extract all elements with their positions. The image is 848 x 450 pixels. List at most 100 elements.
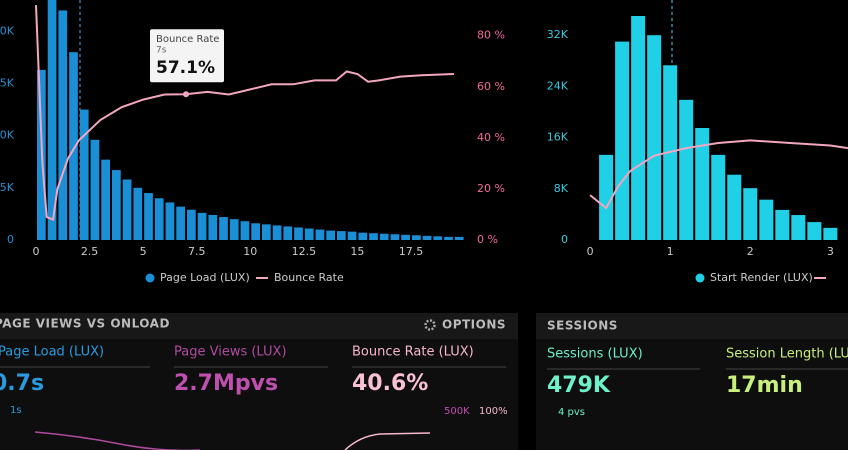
bar xyxy=(326,230,335,240)
bar xyxy=(208,214,218,240)
x-tick-label: 17.5 xyxy=(399,245,424,258)
metric-sub: 100% xyxy=(479,406,508,417)
legend-label: Page Load (LUX) xyxy=(160,271,250,284)
options-button[interactable]: OPTIONS xyxy=(442,318,506,332)
x-tick-label: 2.5 xyxy=(81,245,99,258)
bar xyxy=(369,233,378,240)
line xyxy=(35,5,454,222)
bar xyxy=(401,234,410,240)
x-tick-label: 0 xyxy=(587,245,594,258)
bar xyxy=(294,227,303,240)
metric-value: 0.7s xyxy=(0,371,44,396)
bar xyxy=(791,215,806,240)
bar xyxy=(283,226,293,240)
x-tick-label: 2 xyxy=(747,245,754,258)
bar xyxy=(262,224,271,240)
bar xyxy=(727,174,742,240)
metric-label: Sessions (LUX) xyxy=(547,347,643,362)
bar xyxy=(444,236,453,240)
bar xyxy=(647,35,662,241)
metric-value: 479K xyxy=(547,373,611,398)
x-tick-label: 0 xyxy=(33,245,40,258)
tooltip-title: Bounce Rate xyxy=(156,34,219,45)
bar xyxy=(69,52,78,240)
y2-tick-label: 60 % xyxy=(477,80,505,93)
bar xyxy=(412,235,421,240)
metric-label: Bounce Rate (LUX) xyxy=(352,345,474,360)
bar xyxy=(743,188,758,240)
panel-header xyxy=(536,313,848,339)
bar xyxy=(615,41,630,240)
bar xyxy=(823,227,838,240)
tooltip-value: 57.1% xyxy=(156,58,215,78)
bar xyxy=(631,16,646,240)
y-tick-label: 0 xyxy=(7,233,14,246)
y-tick-label: 8K xyxy=(554,182,569,195)
bar xyxy=(187,209,196,240)
sparkline xyxy=(34,431,200,450)
bar xyxy=(240,221,250,240)
bar xyxy=(79,109,89,240)
bar xyxy=(337,231,346,240)
tooltip xyxy=(150,29,224,83)
y-tick-label: 16K xyxy=(547,131,569,144)
bar xyxy=(272,225,282,240)
y-tick-label: 5K xyxy=(0,181,15,194)
legend-swatch xyxy=(695,273,705,283)
y2-tick-label: 20 % xyxy=(477,182,505,195)
metric-sub: 1s xyxy=(10,405,22,416)
bar xyxy=(358,232,368,240)
x-tick-label: 7.5 xyxy=(188,245,206,258)
bar xyxy=(454,236,464,240)
bar xyxy=(422,235,432,240)
legend-swatch xyxy=(145,273,155,283)
bar xyxy=(219,217,228,240)
bar xyxy=(58,10,68,240)
y-tick-label: 0K xyxy=(0,129,15,142)
panel-header xyxy=(0,313,518,339)
bar xyxy=(379,233,389,240)
bar xyxy=(807,222,822,240)
bar xyxy=(679,99,694,240)
bar xyxy=(144,193,153,240)
bar xyxy=(101,159,110,240)
bar xyxy=(122,179,132,240)
metric-sub: 4 pvs xyxy=(558,407,585,418)
panel-title: SESSIONS xyxy=(547,319,618,333)
y-tick-label: 24K xyxy=(547,79,569,92)
tooltip-x: 7s xyxy=(156,46,167,56)
bar xyxy=(197,212,207,240)
metrics: Page Load (LUX) 0.7s 1s Page Views (LUX)… xyxy=(0,345,848,450)
y2-tick-label: 80 % xyxy=(477,29,505,42)
sparkline xyxy=(344,432,431,450)
gear-icon[interactable] xyxy=(424,319,436,331)
bar xyxy=(759,199,774,240)
metric-value: 40.6% xyxy=(352,371,428,396)
line xyxy=(589,139,848,210)
metric-label: Page Load (LUX) xyxy=(0,345,104,360)
y2-tick-label: 0 % xyxy=(477,233,498,246)
legend-label: Start Render (LUX) xyxy=(710,271,813,284)
bar xyxy=(775,209,790,240)
bar xyxy=(176,206,185,240)
bar xyxy=(711,154,726,240)
metric-label: Session Length (LUX) xyxy=(726,347,848,362)
y-tick-label: 0K xyxy=(0,24,15,37)
bar xyxy=(90,139,100,240)
chart: 0 5K 0K 5K 0K 0 % 20 % 40 % 60 % 80 % 0 2.5 5 7.5 10 12… xyxy=(0,0,505,284)
y-tick-label: 0 xyxy=(561,233,568,246)
y-tick-label: 32K xyxy=(547,28,569,41)
x-tick-label: 3 xyxy=(827,245,834,258)
panel-title: PAGE VIEWS VS ONLOAD xyxy=(0,317,170,331)
x-tick-label: 12.5 xyxy=(292,245,317,258)
x-tick-label: 10 xyxy=(243,245,257,258)
bar xyxy=(154,198,164,240)
metric-sub: 500K xyxy=(444,406,470,417)
legend-label: Bounce Rate xyxy=(274,271,344,284)
bar xyxy=(251,223,260,240)
bar xyxy=(315,229,325,240)
bar xyxy=(599,154,614,240)
y-tick-label: 5K xyxy=(0,76,15,89)
bar xyxy=(112,170,121,240)
x-tick-label: 15 xyxy=(350,245,364,258)
